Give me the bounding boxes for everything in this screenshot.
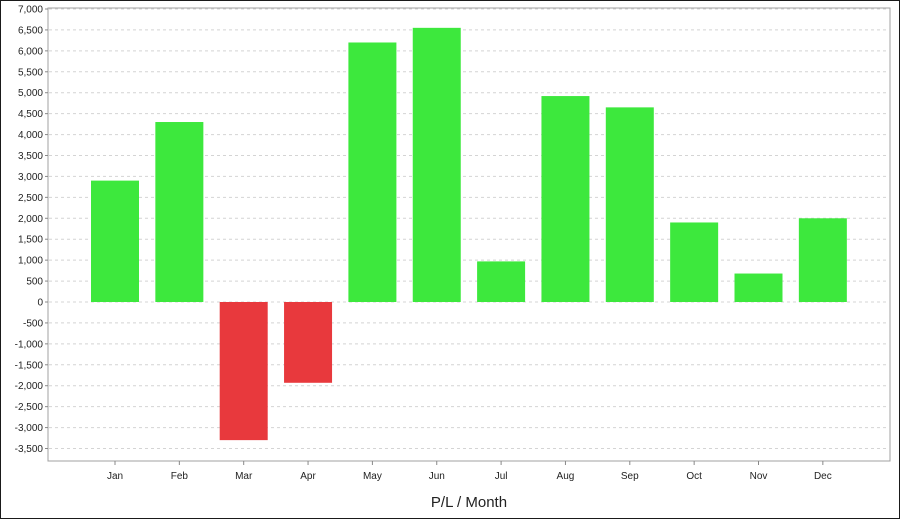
bar-sep — [605, 107, 654, 302]
y-tick-label: 5,500 — [18, 67, 43, 78]
y-tick-label: -1,500 — [15, 360, 44, 371]
y-tick-label: 6,500 — [18, 25, 43, 36]
x-tick-label: Jan — [107, 471, 123, 482]
y-tick-label: -500 — [23, 318, 43, 329]
y-axis: 7,000 6,500 6,000 5,500 5,000 4,500 4,000 3,500… — [15, 5, 48, 455]
y-tick-label: 5,000 — [18, 88, 43, 99]
y-tick-label: 0 — [37, 298, 43, 309]
y-tick-label: 2,500 — [18, 193, 43, 204]
y-tick-label: -1,000 — [15, 339, 44, 350]
y-tick-label: 6,000 — [18, 46, 43, 57]
y-tick-label: 4,500 — [18, 109, 43, 120]
x-axis: Jan Feb Mar Apr May Jun Jul Aug Sep Oct Nov Dec — [107, 461, 832, 482]
bar-feb — [155, 122, 204, 302]
bars — [91, 27, 847, 441]
x-axis-label: P/L / Month — [431, 494, 507, 511]
y-tick-label: 2,000 — [18, 214, 43, 225]
bar-jun — [412, 27, 461, 302]
bar-nov — [734, 273, 783, 302]
y-tick-label: 500 — [26, 277, 43, 288]
bar-oct — [670, 222, 719, 302]
x-tick-label: Sep — [621, 471, 639, 482]
x-tick-label: Apr — [300, 471, 316, 482]
y-tick-label: -3,000 — [15, 423, 44, 434]
x-tick-label: Mar — [235, 471, 253, 482]
bar-dec — [798, 218, 847, 302]
bar-apr — [284, 302, 333, 383]
x-tick-label: Nov — [750, 471, 768, 482]
bar-jan — [91, 180, 139, 302]
bar-mar — [219, 302, 268, 441]
bar-may — [348, 42, 397, 302]
y-tick-label: 3,000 — [18, 172, 43, 183]
x-tick-label: May — [363, 471, 382, 482]
x-tick-label: Dec — [814, 471, 832, 482]
x-tick-label: Jul — [495, 471, 508, 482]
bar-aug — [541, 96, 590, 302]
bar-jul — [477, 261, 526, 302]
y-tick-label: -2,000 — [15, 381, 44, 392]
y-tick-label: 1,500 — [18, 235, 43, 246]
x-tick-label: Oct — [686, 471, 702, 482]
x-tick-label: Jun — [429, 471, 445, 482]
y-tick-label: 3,500 — [18, 151, 43, 162]
y-tick-label: 4,000 — [18, 130, 43, 141]
y-tick-label: 1,000 — [18, 256, 43, 267]
y-tick-label: 7,000 — [18, 5, 43, 16]
x-tick-label: Aug — [557, 471, 575, 482]
y-tick-label: -2,500 — [15, 402, 44, 413]
x-tick-label: Feb — [171, 471, 189, 482]
y-tick-label: -3,500 — [15, 444, 44, 455]
